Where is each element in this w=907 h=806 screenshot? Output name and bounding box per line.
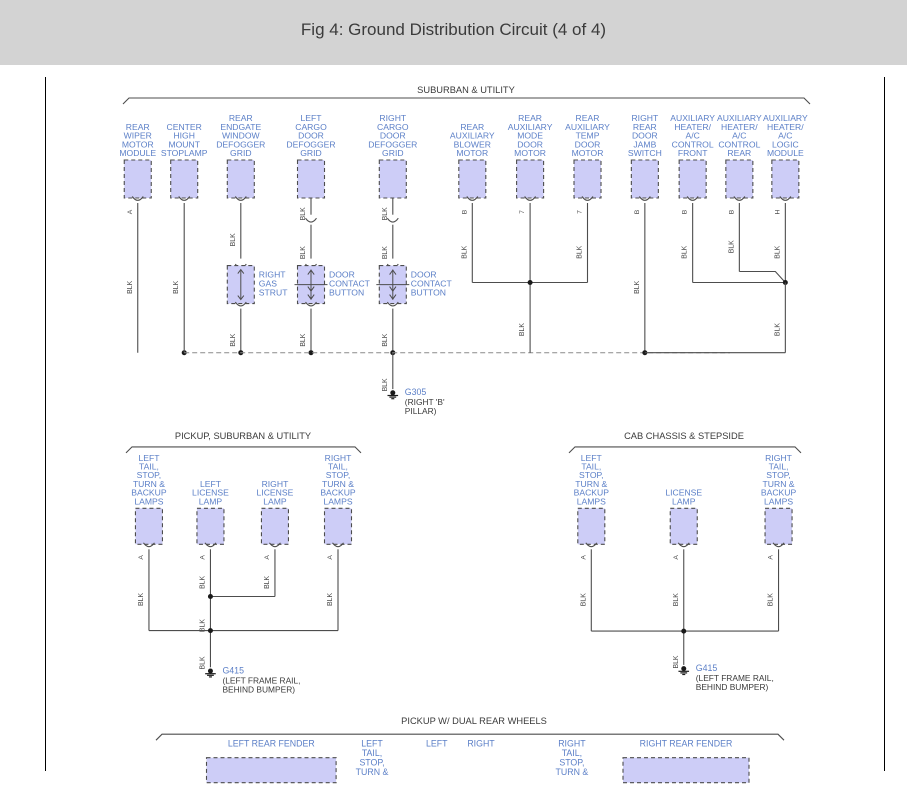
svg-text:MOTOR: MOTOR: [456, 148, 488, 158]
svg-text:BEHIND BUMPER): BEHIND BUMPER): [222, 684, 295, 694]
svg-text:BLK: BLK: [577, 245, 584, 258]
svg-text:LAMPS: LAMPS: [323, 496, 352, 506]
svg-text:BLK: BLK: [673, 655, 680, 668]
svg-text:BLK: BLK: [774, 323, 781, 336]
svg-text:BLK: BLK: [673, 593, 680, 606]
svg-text:TAIL,: TAIL,: [562, 748, 582, 758]
svg-text:BLK: BLK: [199, 575, 206, 588]
svg-text:REAR: REAR: [727, 148, 751, 158]
svg-text:PICKUP W/ DUAL REAR WHEELS: PICKUP W/ DUAL REAR WHEELS: [401, 716, 547, 726]
svg-text:BLK: BLK: [264, 575, 271, 588]
svg-text:A: A: [199, 555, 206, 560]
svg-text:BLK: BLK: [461, 245, 468, 258]
svg-text:G305: G305: [405, 387, 427, 397]
svg-text:STOP,: STOP,: [359, 758, 384, 768]
svg-text:LAMPS: LAMPS: [577, 496, 606, 506]
svg-text:A: A: [327, 555, 334, 560]
svg-text:RIGHT REAR FENDER: RIGHT REAR FENDER: [640, 738, 733, 748]
svg-text:A: A: [673, 555, 680, 560]
svg-text:BLK: BLK: [768, 593, 775, 606]
svg-text:G415: G415: [696, 663, 718, 673]
svg-text:PILLAR): PILLAR): [405, 406, 437, 416]
svg-text:7: 7: [519, 210, 526, 214]
svg-text:STOP,: STOP,: [559, 758, 584, 768]
svg-text:MODULE: MODULE: [767, 148, 804, 158]
svg-text:BLK: BLK: [173, 280, 180, 293]
svg-text:MOTOR: MOTOR: [572, 148, 604, 158]
svg-text:BLK: BLK: [382, 378, 389, 391]
svg-text:B: B: [634, 209, 641, 214]
svg-text:RIGHT: RIGHT: [558, 738, 586, 748]
svg-text:LAMP: LAMP: [672, 496, 696, 506]
svg-text:GRID: GRID: [300, 148, 321, 158]
svg-text:CAB CHASSIS & STEPSIDE: CAB CHASSIS & STEPSIDE: [624, 431, 744, 441]
svg-text:A: A: [768, 555, 775, 560]
svg-text:BLK: BLK: [300, 333, 307, 346]
svg-text:BLK: BLK: [728, 240, 735, 253]
svg-text:LEFT REAR FENDER: LEFT REAR FENDER: [228, 738, 315, 748]
svg-text:LEFT: LEFT: [426, 738, 448, 748]
svg-text:H: H: [774, 209, 781, 214]
svg-text:BLK: BLK: [519, 323, 526, 336]
svg-text:LAMPS: LAMPS: [134, 496, 163, 506]
svg-text:BEHIND BUMPER): BEHIND BUMPER): [696, 682, 769, 692]
svg-text:MODULE: MODULE: [119, 148, 156, 158]
svg-text:BLK: BLK: [300, 246, 307, 259]
svg-text:BUTTON: BUTTON: [329, 288, 364, 298]
svg-text:BUTTON: BUTTON: [411, 288, 446, 298]
svg-text:MOTOR: MOTOR: [514, 148, 546, 158]
svg-text:BLK: BLK: [682, 245, 689, 258]
svg-text:BLK: BLK: [199, 656, 206, 669]
svg-text:BLK: BLK: [230, 333, 237, 346]
svg-text:BLK: BLK: [230, 233, 237, 246]
svg-text:B: B: [461, 209, 468, 214]
svg-text:LAMP: LAMP: [199, 496, 223, 506]
svg-text:B: B: [682, 209, 689, 214]
svg-text:7: 7: [577, 210, 584, 214]
svg-text:BLK: BLK: [138, 593, 145, 606]
svg-text:TURN &: TURN &: [556, 767, 589, 777]
svg-text:TAIL,: TAIL,: [362, 748, 382, 758]
svg-text:LAMP: LAMP: [263, 496, 287, 506]
svg-text:SUBURBAN & UTILITY: SUBURBAN & UTILITY: [417, 85, 515, 95]
svg-text:BLK: BLK: [382, 333, 389, 346]
svg-text:BLK: BLK: [774, 245, 781, 258]
svg-text:FRONT: FRONT: [678, 148, 708, 158]
svg-text:A: A: [138, 555, 145, 560]
svg-text:LAMPS: LAMPS: [764, 496, 793, 506]
svg-text:STOPLAMP: STOPLAMP: [161, 148, 208, 158]
svg-text:TURN &: TURN &: [356, 767, 389, 777]
svg-text:GRID: GRID: [230, 148, 251, 158]
svg-text:A: A: [580, 555, 587, 560]
svg-text:STRUT: STRUT: [259, 288, 288, 298]
svg-text:G415: G415: [222, 665, 244, 675]
svg-text:BLK: BLK: [327, 593, 334, 606]
svg-text:SWITCH: SWITCH: [628, 148, 662, 158]
svg-text:RIGHT: RIGHT: [467, 738, 495, 748]
svg-text:BLK: BLK: [580, 593, 587, 606]
svg-text:A: A: [127, 209, 134, 214]
svg-text:LEFT: LEFT: [361, 738, 383, 748]
svg-text:PICKUP, SUBURBAN & UTILITY: PICKUP, SUBURBAN & UTILITY: [175, 431, 311, 441]
svg-text:BLK: BLK: [127, 280, 134, 293]
svg-text:B: B: [728, 209, 735, 214]
svg-text:GRID: GRID: [382, 148, 403, 158]
svg-text:BLK: BLK: [382, 246, 389, 259]
svg-text:A: A: [264, 555, 271, 560]
svg-text:BLK: BLK: [634, 280, 641, 293]
